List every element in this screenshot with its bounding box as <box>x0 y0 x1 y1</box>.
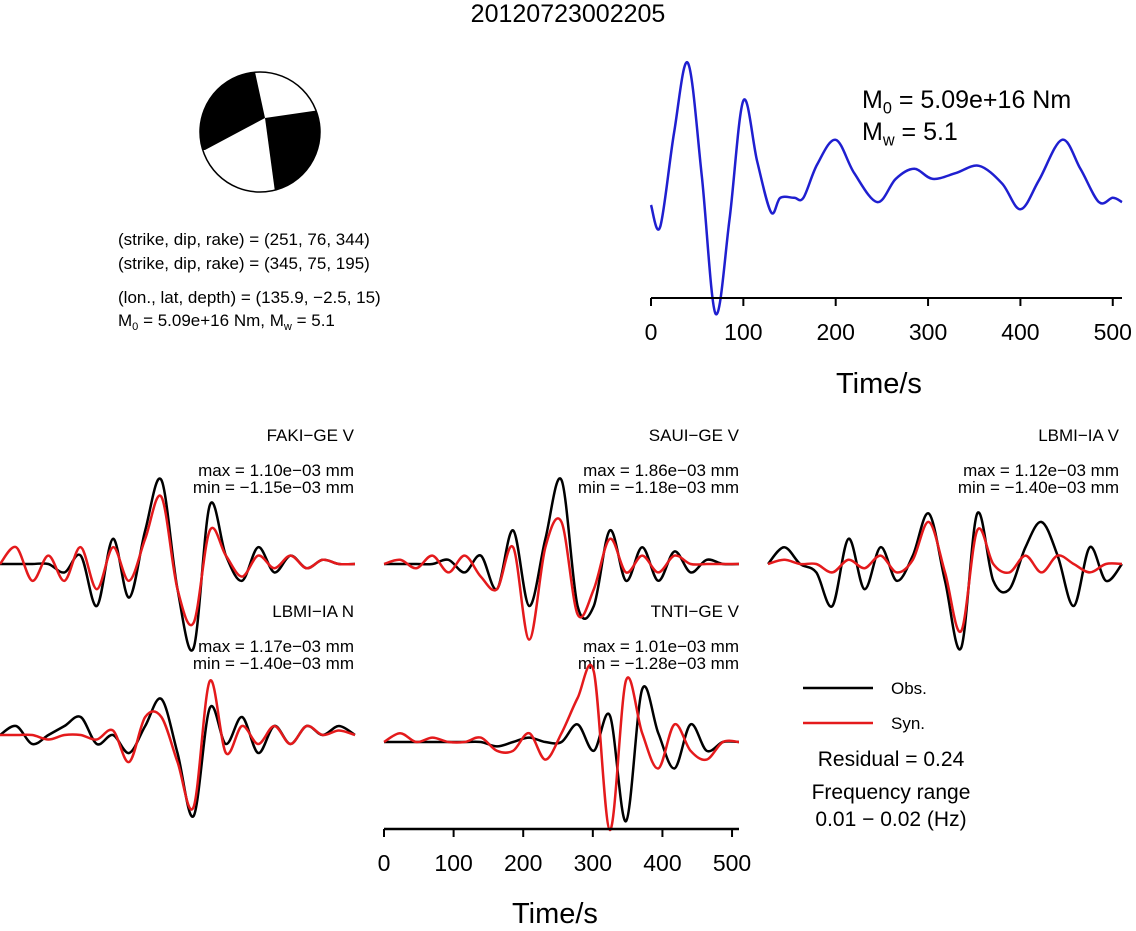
bottom-xlabel: Time/s <box>512 898 598 930</box>
stf-tick-label: 100 <box>724 319 763 345</box>
stf-mw-label: Mw = 5.1 <box>862 118 958 150</box>
trace-max-lbmi-v: max = 1.12e−03 mm <box>963 461 1119 480</box>
trace-title-saui: SAUI−GE V <box>648 426 739 445</box>
bottom-tick-label: 200 <box>504 850 543 876</box>
stf-tick-label: 0 <box>644 319 658 345</box>
freq-range-label: Frequency range <box>811 781 971 804</box>
trace-title-tnti: TNTI−GE V <box>650 602 739 621</box>
trace-3-obs <box>0 697 356 818</box>
focal-line-3: (lon., lat, depth) = (135.9, −2.5, 15) <box>118 288 381 307</box>
trace-max-lbmi-n: max = 1.17e−03 mm <box>198 637 354 656</box>
trace-1-syn <box>383 517 739 641</box>
trace-title-lbmi-n: LBMI−IA N <box>272 602 354 621</box>
trace-4-obs <box>383 685 740 823</box>
stf-line <box>649 61 1123 316</box>
focal-line-4: M0 = 5.09e+16 Nm, Mw = 5.1 <box>118 311 335 333</box>
trace-0-syn <box>0 494 356 627</box>
trace-title-faki: FAKI−GE V <box>266 426 354 445</box>
trace-2-obs <box>767 511 1123 651</box>
bottom-tick-label: 0 <box>377 850 391 876</box>
trace-max-faki: max = 1.10e−03 mm <box>198 461 354 480</box>
stf-tick-label: 500 <box>1093 319 1132 345</box>
bottom-tick-label: 400 <box>643 850 682 876</box>
trace-2-syn <box>767 520 1123 633</box>
legend-obs-label: Obs. <box>891 679 927 698</box>
stf-tick-label: 300 <box>908 319 948 345</box>
trace-min-faki: min = −1.15e−03 mm <box>192 478 354 497</box>
trace-min-lbmi-n: min = −1.40e−03 mm <box>192 654 354 673</box>
trace-max-saui: max = 1.86e−03 mm <box>583 461 739 480</box>
bottom-tick-label: 500 <box>712 850 752 876</box>
focal-line-1: (strike, dip, rake) = (251, 76, 344) <box>118 230 370 249</box>
stf-xlabel: Time/s <box>836 368 922 400</box>
trace-3-syn <box>0 679 356 811</box>
trace-min-tnti: min = −1.28e−03 mm <box>577 654 739 673</box>
trace-max-tnti: max = 1.01e−03 mm <box>583 637 739 656</box>
page-title: 20120723002205 <box>470 0 666 28</box>
stf-tick-label: 200 <box>816 319 855 345</box>
trace-min-lbmi-v: min = −1.40e−03 mm <box>957 478 1119 497</box>
stf-m0-label: M0 = 5.09e+16 Nm <box>862 86 1072 118</box>
bottom-tick-label: 100 <box>434 850 473 876</box>
trace-4-syn <box>383 663 740 832</box>
trace-min-saui: min = −1.18e−03 mm <box>577 478 739 497</box>
bottom-tick-label: 300 <box>573 850 612 876</box>
stf-tick-label: 400 <box>1001 319 1040 345</box>
trace-1-obs <box>383 477 740 620</box>
freq-range-value: 0.01 − 0.02 (Hz) <box>815 808 967 831</box>
trace-title-lbmi-v: LBMI−IA V <box>1038 426 1119 445</box>
residual-text: Residual = 0.24 <box>817 748 965 771</box>
legend-syn-label: Syn. <box>891 714 926 733</box>
focal-line-2: (strike, dip, rake) = (345, 75, 195) <box>118 254 370 273</box>
